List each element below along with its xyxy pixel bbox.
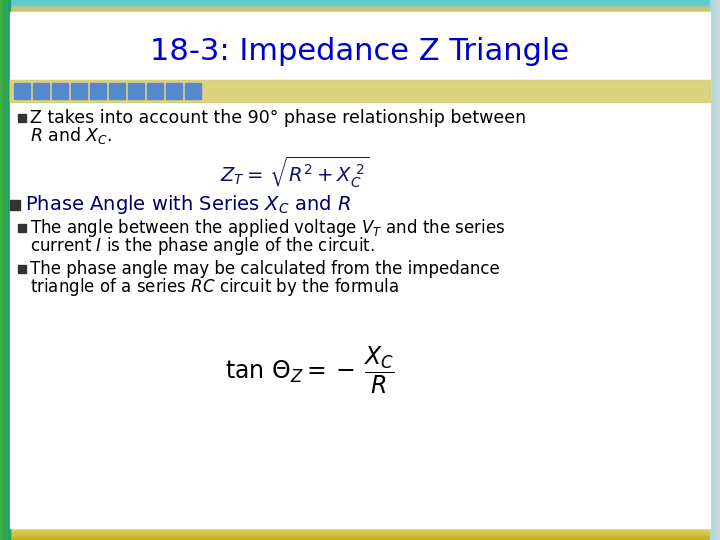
Bar (714, 0, 716, 540)
Text: $Z_T =\, \sqrt{R^2 + X_C^{\ 2}}$: $Z_T =\, \sqrt{R^2 + X_C^{\ 2}}$ (220, 154, 370, 190)
Bar (10, 80, 710, 102)
Text: current $\mathit{I}$ is the phase angle of the circuit.: current $\mathit{I}$ is the phase angle … (30, 235, 375, 257)
Bar (0, 0, 720, 1)
Bar (710, 0, 712, 540)
Bar (0, 9, 720, 10)
Bar (712, 0, 714, 540)
Bar (718, 0, 720, 540)
Bar (0, 533, 720, 536)
Bar (0, 7, 720, 9)
Bar (0, 10, 720, 11)
Bar (0, 538, 720, 540)
Bar (52, 83, 68, 99)
Bar (128, 83, 144, 99)
Bar (6, 0, 8, 540)
Bar (18, 265, 26, 273)
Bar (71, 83, 87, 99)
Text: The angle between the applied voltage $\mathit{V}_T$ and the series: The angle between the applied voltage $\… (30, 217, 505, 239)
Bar (0, 536, 720, 538)
Bar (18, 224, 26, 232)
Text: $\mathit{R}$ and $\mathit{X}_C$.: $\mathit{R}$ and $\mathit{X}_C$. (30, 125, 112, 146)
Text: 18-3: Impedance Z Triangle: 18-3: Impedance Z Triangle (150, 37, 570, 66)
Bar (716, 0, 718, 540)
Bar (0, 5, 720, 6)
Bar (0, 528, 720, 531)
Text: $\tan\,\Theta_Z = -\,\dfrac{X_C}{R}$: $\tan\,\Theta_Z = -\,\dfrac{X_C}{R}$ (225, 344, 395, 396)
Bar (10, 80, 710, 102)
Bar (0, 6, 720, 8)
Text: triangle of a series $\mathit{RC}$ circuit by the formula: triangle of a series $\mathit{RC}$ circu… (30, 276, 399, 298)
Bar (2, 0, 4, 540)
Bar (0, 1, 720, 3)
Bar (185, 83, 201, 99)
Bar (0, 4, 720, 5)
Bar (8, 0, 10, 540)
Text: The phase angle may be calculated from the impedance: The phase angle may be calculated from t… (30, 260, 500, 278)
Bar (33, 83, 49, 99)
Bar (166, 83, 182, 99)
Bar (4, 0, 6, 540)
Bar (14, 83, 30, 99)
Bar (147, 83, 163, 99)
Bar (109, 83, 125, 99)
Bar (90, 83, 106, 99)
Text: Phase Angle with Series $X_C$ and $\mathit{R}$: Phase Angle with Series $X_C$ and $\math… (25, 193, 351, 217)
Bar (18, 114, 26, 122)
Bar (0, 11, 720, 12)
Bar (10, 200, 20, 210)
Text: Z takes into account the 90° phase relationship between: Z takes into account the 90° phase relat… (30, 109, 526, 127)
Bar (0, 0, 2, 540)
Bar (0, 2, 720, 4)
Bar (0, 530, 720, 533)
